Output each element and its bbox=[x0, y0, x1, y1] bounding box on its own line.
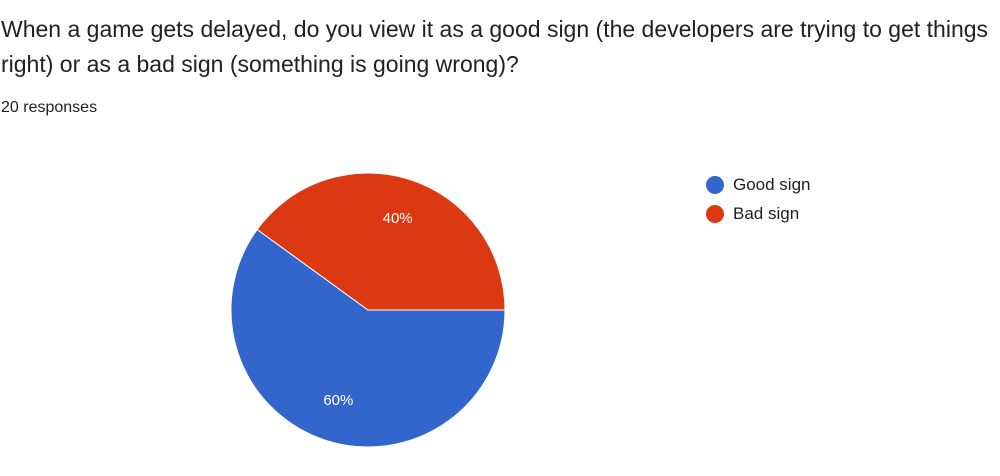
pie-data-label-good-sign: 60% bbox=[323, 392, 353, 409]
chart-legend: Good sign Bad sign bbox=[706, 170, 811, 228]
legend-swatch-bad-sign bbox=[706, 204, 724, 223]
pie-slice-bad-sign[interactable] bbox=[256, 172, 506, 311]
legend-item-bad-sign[interactable]: Bad sign bbox=[706, 199, 811, 228]
legend-label-bad-sign: Bad sign bbox=[733, 203, 800, 223]
response-count: 20 responses bbox=[1, 99, 98, 116]
legend-swatch-good-sign bbox=[706, 175, 724, 194]
pie-data-labels: 60% 40% bbox=[323, 210, 412, 409]
pie-slice-good-sign[interactable] bbox=[230, 228, 506, 448]
legend-item-good-sign[interactable]: Good sign bbox=[706, 170, 811, 199]
pie-slices bbox=[230, 172, 506, 448]
pie-data-label-bad-sign: 40% bbox=[383, 210, 413, 227]
question-title: When a game gets delayed, do you view it… bbox=[1, 16, 989, 77]
legend-label-good-sign: Good sign bbox=[733, 174, 811, 194]
